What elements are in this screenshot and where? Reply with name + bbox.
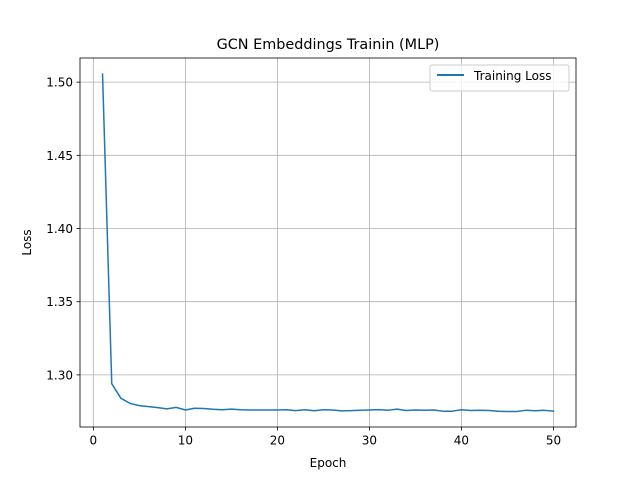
plot-frame: [79, 57, 577, 428]
x-tick-label: 50: [546, 434, 561, 448]
y-axis-label: Loss: [20, 229, 34, 255]
x-axis-label: Epoch: [310, 456, 347, 470]
x-tick-label: 40: [454, 434, 469, 448]
x-tick-label: 20: [270, 434, 285, 448]
y-tick-label: 1.30: [46, 368, 73, 382]
legend-label-training-loss: Training Loss: [473, 69, 551, 83]
legend: Training Loss: [429, 64, 570, 92]
x-tick-label: 0: [90, 434, 98, 448]
x-tick-label: 10: [178, 434, 193, 448]
series-line-training-loss: [101, 73, 555, 413]
y-tick-label: 1.40: [46, 222, 73, 236]
x-tick-label: 30: [362, 434, 377, 448]
series-layer: [101, 73, 555, 413]
legend-box: [429, 64, 570, 92]
axis-ticks: 0 10 20 30 40 50 1.30 1.35 1.40 1.45 1.50: [46, 76, 561, 448]
y-tick-label: 1.35: [46, 295, 73, 309]
y-tick-label: 1.45: [46, 149, 73, 163]
y-tick-label: 1.50: [46, 76, 73, 90]
chart-title: GCN Embeddings Trainin (MLP): [217, 37, 440, 53]
